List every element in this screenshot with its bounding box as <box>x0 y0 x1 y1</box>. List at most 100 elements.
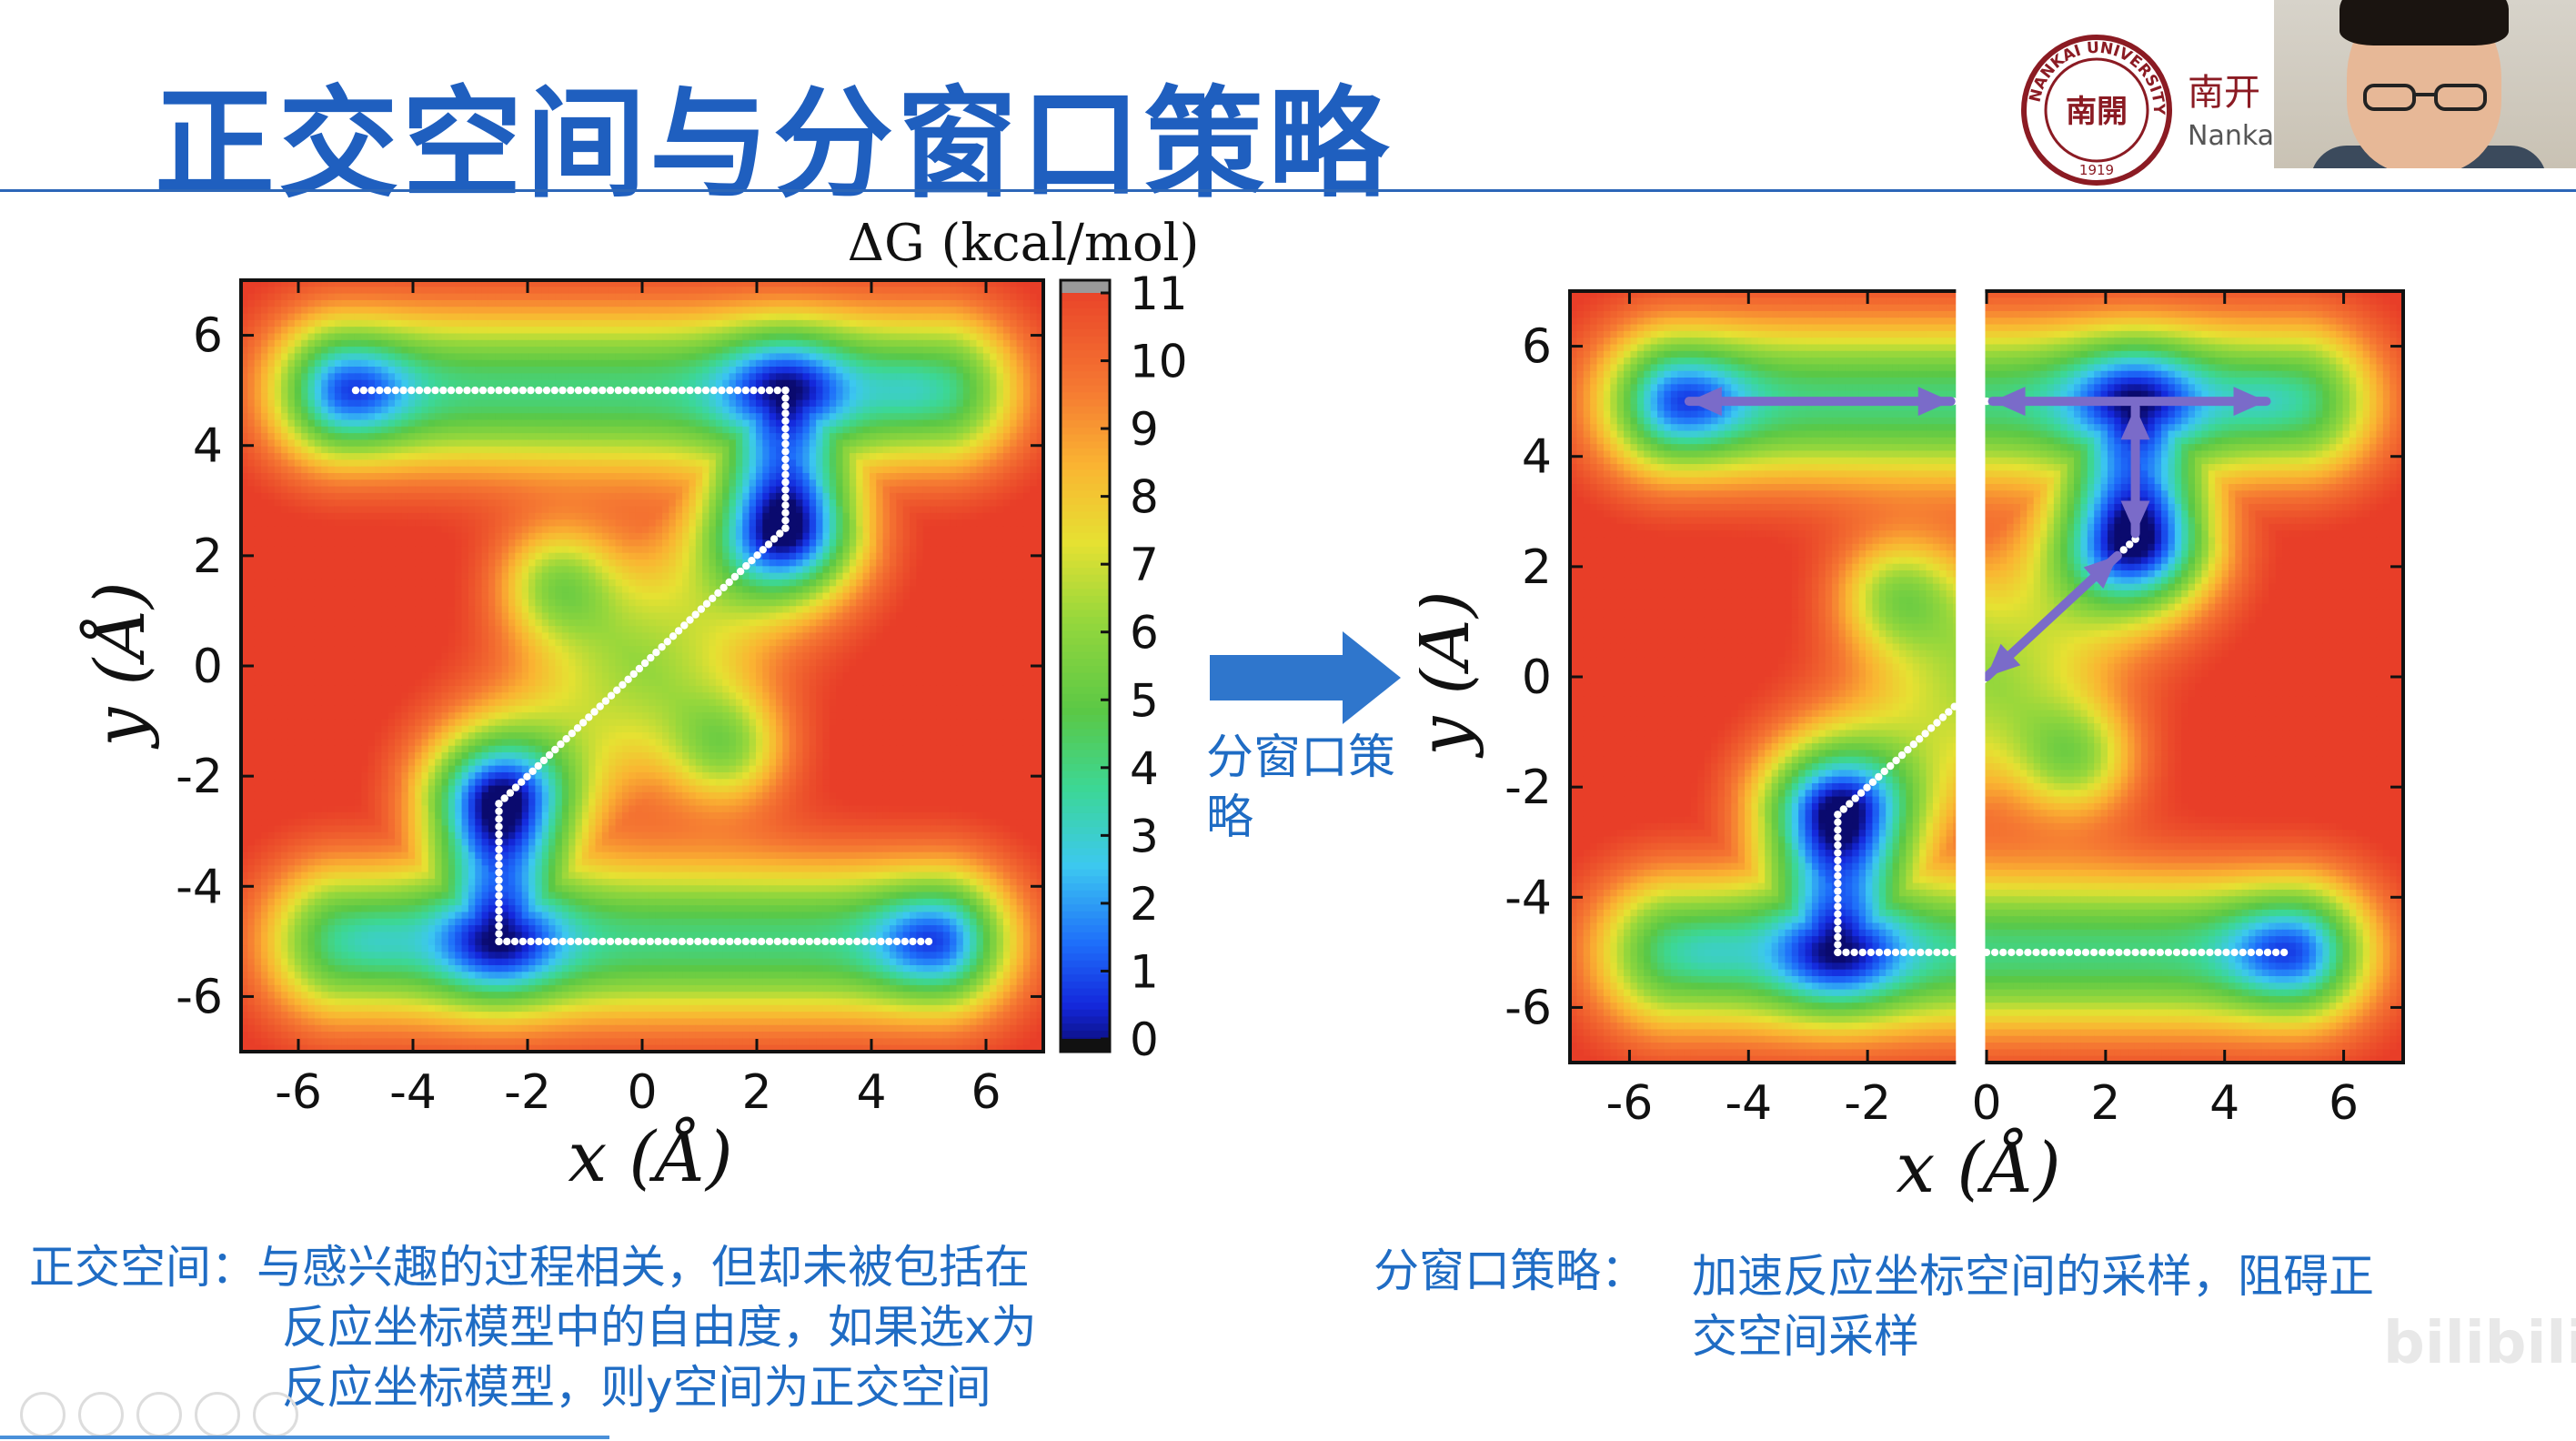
path-point <box>691 610 699 619</box>
zoom-button[interactable] <box>253 1392 298 1437</box>
y-tick-label: -6 <box>1504 981 1552 1035</box>
colorbar-band <box>1061 1016 1110 1024</box>
path-point <box>408 386 416 395</box>
path-point <box>622 937 630 946</box>
path-point <box>781 432 790 440</box>
colorbar-band <box>1061 721 1110 730</box>
x-tick-label: 2 <box>741 1065 771 1120</box>
arrow-label-line2: 略 <box>1206 788 1395 848</box>
colorbar-band <box>1061 399 1110 408</box>
path-point <box>750 386 758 395</box>
path-point <box>535 386 543 395</box>
path-point <box>805 937 813 946</box>
path-point <box>1834 910 1842 918</box>
colorbar-band <box>1061 301 1110 309</box>
colorbar-band <box>1061 307 1110 317</box>
left-axes: -6 -4 -2 0 2 4 6 -6 -4 -2 0 2 4 6 <box>176 278 1045 1120</box>
path-point <box>669 386 679 395</box>
left-y-axis-label: y (Å) <box>78 581 160 749</box>
colorbar-band <box>1061 392 1110 400</box>
x-tick-label: 6 <box>2329 1076 2359 1131</box>
path-point <box>652 649 660 657</box>
path-point <box>2057 948 2065 957</box>
path-point <box>765 386 774 395</box>
path-point <box>781 493 790 502</box>
path-point <box>701 937 710 946</box>
left-x-axis-label: x (Å) <box>568 1115 732 1197</box>
slide-title: 正交空间与分窗口策略 <box>155 47 1392 221</box>
colorbar-tick-label: 4 <box>1130 742 1159 795</box>
path-point <box>1941 948 1949 957</box>
colorbar-band <box>1061 476 1110 485</box>
path-point <box>654 386 662 395</box>
y-tick-label: 4 <box>1522 430 1552 485</box>
colorbar-band <box>1061 904 1110 912</box>
arrow-head <box>2233 387 2267 417</box>
path-point <box>1883 948 1892 957</box>
colorbar-band <box>1061 336 1110 344</box>
colorbar-band <box>1061 420 1110 428</box>
path-point <box>1858 948 1867 957</box>
path-point <box>781 524 790 532</box>
path-point <box>2139 948 2148 957</box>
window-strategy-arrow-icon <box>1210 631 1401 724</box>
slide-overview-button[interactable] <box>195 1392 240 1437</box>
path-point <box>758 386 766 395</box>
colorbar-band <box>1061 820 1110 828</box>
path-point <box>1834 811 1842 819</box>
path-point <box>1834 856 1842 865</box>
colorbar-band <box>1061 680 1110 688</box>
pen-tool-button[interactable] <box>136 1392 182 1437</box>
path-point <box>845 937 853 946</box>
path-point <box>1857 789 1866 797</box>
progress-bar <box>0 1436 609 1439</box>
path-point <box>367 386 376 395</box>
path-point <box>1834 872 1842 880</box>
path-point <box>534 761 542 771</box>
path-point <box>718 937 726 946</box>
colorbar-band <box>1061 574 1110 583</box>
colorbar-band <box>1061 778 1110 786</box>
path-point <box>1846 800 1854 808</box>
path-point <box>487 386 495 395</box>
y-tick-label: 2 <box>193 529 223 584</box>
path-point <box>714 589 722 597</box>
prev-slide-button[interactable] <box>20 1392 65 1437</box>
path-point <box>640 659 649 668</box>
path-point <box>495 845 503 854</box>
path-point <box>495 853 503 862</box>
colorbar-band <box>1061 882 1110 892</box>
colorbar-band <box>1061 925 1110 933</box>
path-point <box>1897 751 1907 760</box>
arrow-head <box>2083 555 2118 589</box>
colorbar-band <box>1061 525 1110 534</box>
path-point <box>877 937 885 946</box>
path-point <box>510 937 519 946</box>
path-point <box>2024 948 2032 957</box>
path-point <box>758 937 766 946</box>
x-tick-label: -2 <box>504 1065 551 1120</box>
arrow-label: 分窗口策 略 <box>1206 728 1395 848</box>
path-point <box>1999 948 2007 957</box>
path-point <box>2107 948 2115 957</box>
colorbar-band <box>1061 462 1110 470</box>
next-slide-button[interactable] <box>78 1392 124 1437</box>
right-windowed-chart: -6 -4 -2 0 2 4 6 -6 -4 -2 0 2 4 6 x (Å) y (Å) <box>1419 286 2405 1208</box>
colorbar-band <box>1061 343 1110 351</box>
colorbar-band <box>1061 785 1110 793</box>
path-point <box>781 486 790 494</box>
path-point <box>582 937 590 946</box>
path-point <box>629 670 638 679</box>
colorbar-band <box>1061 827 1110 835</box>
colorbar-band <box>1061 834 1110 842</box>
colorbar-band <box>1061 322 1110 330</box>
x-tick-label: 4 <box>856 1065 886 1120</box>
path-point <box>573 724 582 732</box>
caption-left-line1: 与感兴趣的过程相关，但却未被包括在 <box>257 1241 1030 1294</box>
right-axes: -6 -4 -2 0 2 4 6 -6 -4 -2 0 2 4 6 <box>1504 286 2405 1131</box>
path-point <box>2098 948 2107 957</box>
path-point <box>1921 730 1929 738</box>
path-point <box>579 719 588 727</box>
colorbar-band <box>1061 1030 1110 1039</box>
colorbar-band <box>1061 960 1110 969</box>
